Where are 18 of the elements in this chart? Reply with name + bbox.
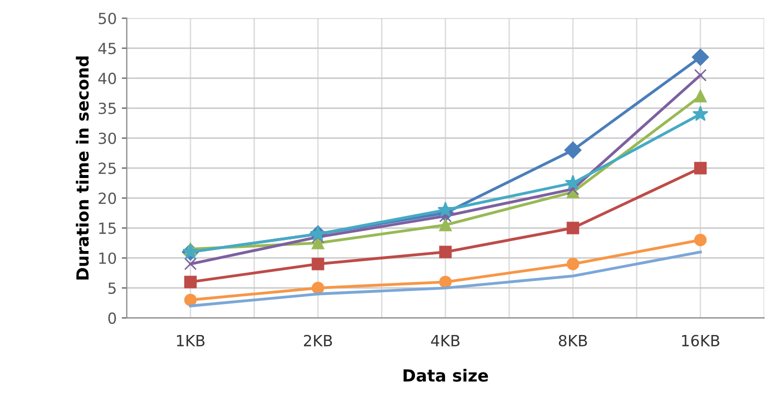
x-tick-label: 4KB [431, 335, 460, 346]
y-tick-label: 10 [99, 252, 116, 264]
y-tick-label: 40 [98, 72, 116, 84]
x-tick-label: 1KB [177, 335, 204, 346]
y-tick-label: 30 [98, 132, 116, 144]
x-tick-label: 16KB [682, 334, 720, 346]
y-tick-label: 25 [98, 162, 116, 174]
y-tick-label: 5 [108, 282, 116, 294]
y-tick-label: 15 [99, 222, 116, 234]
y-tick-label: 45 [98, 42, 116, 54]
y-axis-title: Duration time in second [76, 56, 89, 280]
y-tick-label: 20 [98, 192, 116, 204]
y-tick-label: 50 [98, 12, 116, 24]
y-tick-label: 35 [98, 102, 116, 114]
x-axis-title: Data size [404, 368, 488, 382]
x-tick-label: 8KB [558, 334, 587, 346]
y-tick-label: 0 [108, 312, 116, 324]
x-tick-label: 2KB [304, 334, 332, 346]
